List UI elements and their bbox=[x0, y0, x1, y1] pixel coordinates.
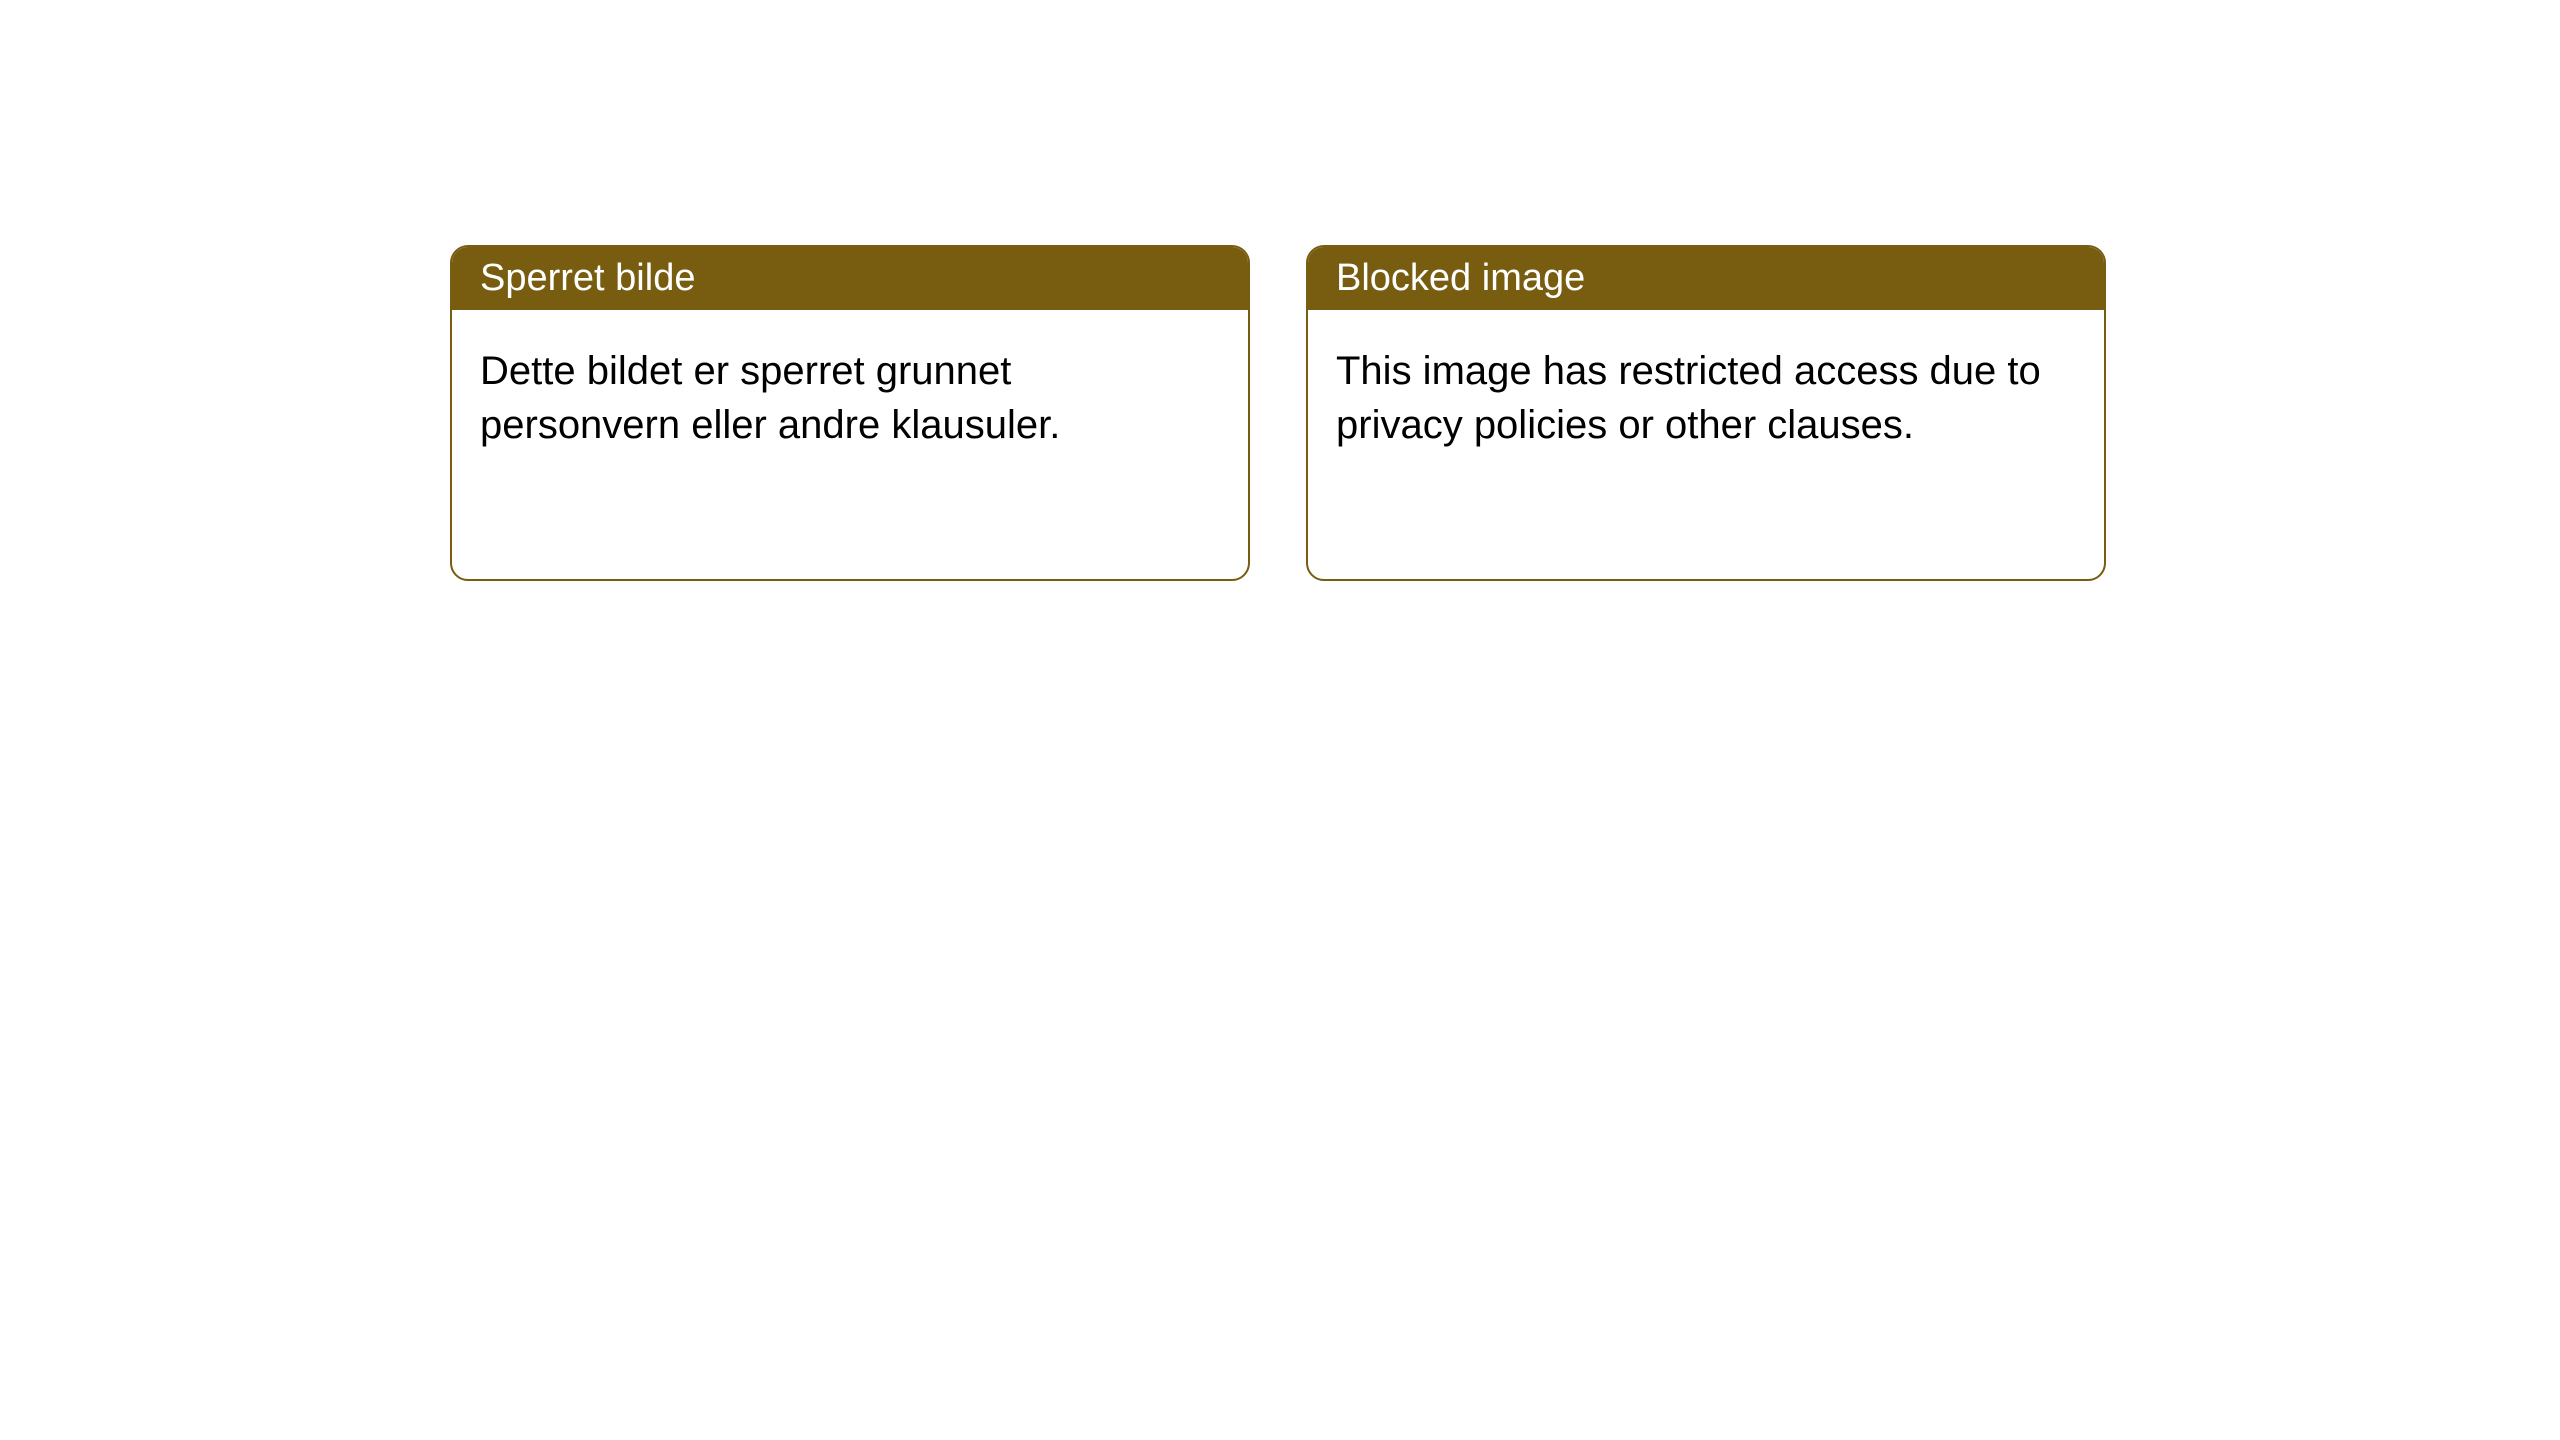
notice-box-english: Blocked image This image has restricted … bbox=[1306, 245, 2106, 581]
notice-box-norwegian: Sperret bilde Dette bildet er sperret gr… bbox=[450, 245, 1250, 581]
notice-title: Blocked image bbox=[1308, 247, 2104, 310]
notice-body: This image has restricted access due to … bbox=[1308, 310, 2104, 486]
notice-title: Sperret bilde bbox=[452, 247, 1248, 310]
notice-container: Sperret bilde Dette bildet er sperret gr… bbox=[0, 0, 2560, 581]
notice-body: Dette bildet er sperret grunnet personve… bbox=[452, 310, 1248, 486]
